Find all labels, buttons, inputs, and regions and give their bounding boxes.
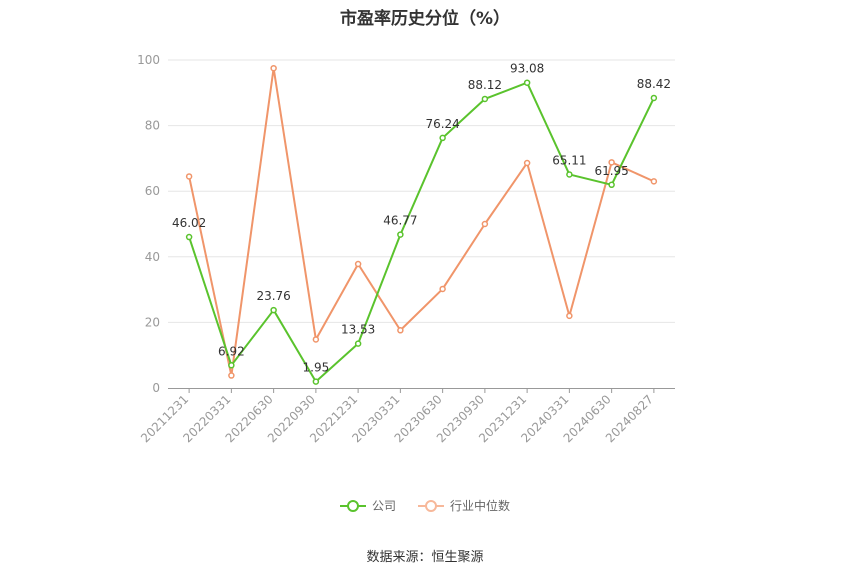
axes: 0204060801002021123120220331202206302022… [137,53,675,445]
y-tick-label: 80 [145,119,160,133]
data-label-company: 46.77 [383,214,417,228]
data-label-company: 46.02 [172,216,206,230]
legend-item-company[interactable]: 公司 [339,497,396,514]
data-point-industry-median [185,173,193,180]
data-point-industry-median [397,327,404,334]
data-point-industry-median [566,312,573,320]
data-point-company [185,233,193,241]
y-tick-label: 0 [152,381,160,395]
series-line-company [188,81,655,383]
data-point-company [566,171,573,178]
data-label-company: 65.11 [552,153,586,167]
data-label-company: 88.12 [468,78,502,92]
data-label-company: 93.08 [510,62,544,76]
data-label-company: 88.42 [637,77,671,91]
data-label-company: 61.95 [594,164,628,178]
data-point-company [650,94,658,102]
data-point-company [397,231,404,238]
y-tick-label: 20 [145,315,160,329]
data-label-company: 76.24 [425,117,459,131]
legend-item-industry-median[interactable]: 行业中位数 [418,497,510,514]
legend: 公司 行业中位数 [0,497,850,514]
y-tick-label: 60 [145,184,160,198]
data-source: 数据来源：恒生聚源 [366,550,484,565]
data-point-company [228,362,235,369]
legend-swatch-industry-median [418,499,444,513]
data-label-company: 1.95 [303,361,330,375]
data-point-industry-median [608,159,615,166]
grid-lines [168,59,675,323]
data-point-industry-median [439,285,446,293]
y-tick-label: 100 [137,53,160,67]
data-point-company [354,340,362,347]
data-label-company: 23.76 [256,289,290,303]
data-point-industry-median [228,372,235,379]
legend-label-industry-median: 行业中位数 [450,499,511,513]
data-point-company [481,95,489,103]
data-point-industry-median [270,64,277,72]
legend-label-company: 公司 [371,499,396,513]
data-point-industry-median [481,220,489,228]
data-point-company [312,378,320,385]
y-tick-label: 40 [145,250,160,264]
data-label-company: 13.53 [341,323,375,337]
legend-swatch-company [339,499,366,513]
data-point-industry-median [354,260,362,268]
data-point-company [523,79,531,86]
data-point-company [270,306,277,314]
data-labels: 46.02 6.92 23.76 1.95 13.53 46.77 76.24 88.12 93… [172,62,671,375]
data-label-company: 6.92 [218,344,245,358]
data-point-company [439,134,446,142]
series-lines [185,64,658,385]
data-point-industry-median [523,159,531,167]
chart-title: 市盈率历史分位（%） [339,9,511,29]
data-point-industry-median [650,178,658,185]
series-line-industry-median [188,67,655,377]
data-point-company [608,181,615,189]
data-point-industry-median [312,336,320,343]
